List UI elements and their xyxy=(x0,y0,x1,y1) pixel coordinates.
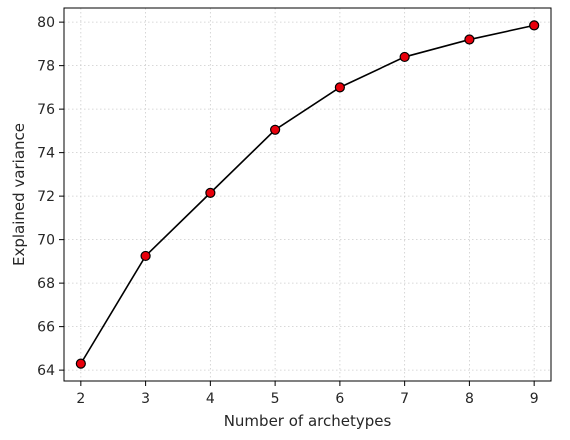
data-point xyxy=(399,51,410,63)
data-point xyxy=(205,187,216,198)
y-tick-label: 66 xyxy=(37,320,55,336)
x-tick-label: 2 xyxy=(76,391,85,407)
grid-lines xyxy=(64,8,551,381)
data-point xyxy=(464,34,475,45)
x-tick-label: 7 xyxy=(400,391,409,407)
x-tick-label: 3 xyxy=(141,391,150,407)
data-point xyxy=(270,124,281,135)
x-tick-label: 8 xyxy=(465,391,474,407)
x-tick-label: 5 xyxy=(271,391,280,407)
y-tick-label: 78 xyxy=(37,59,55,75)
y-tick-label: 76 xyxy=(37,102,55,118)
y-axis-label: Explained variance xyxy=(10,123,28,266)
x-axis-label: Number of archetypes xyxy=(224,412,392,430)
x-tick-label: 6 xyxy=(335,391,344,407)
y-tick-label: 80 xyxy=(37,15,55,31)
data-point xyxy=(75,358,86,369)
series-line xyxy=(80,24,535,365)
y-tick-label: 74 xyxy=(37,146,55,162)
y-tick-label: 70 xyxy=(37,233,55,249)
data-point xyxy=(140,250,151,262)
x-tick-label: 4 xyxy=(206,391,215,407)
data-markers xyxy=(75,20,540,369)
y-tick-label: 68 xyxy=(37,276,55,292)
y-tick-label: 64 xyxy=(37,363,55,379)
x-tick-label: 9 xyxy=(530,391,539,407)
data-point xyxy=(529,20,540,31)
plot-frame xyxy=(63,7,552,382)
data-point xyxy=(334,82,345,93)
y-tick-label: 72 xyxy=(37,189,55,205)
